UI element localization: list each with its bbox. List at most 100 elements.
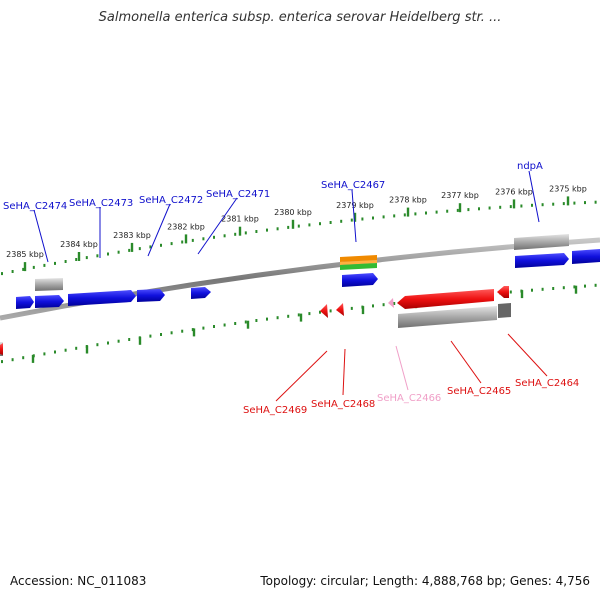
scale-dot — [393, 302, 396, 305]
gene-arrow-forward[interactable] — [35, 295, 64, 308]
inner-tick — [361, 306, 365, 315]
scale-dot — [594, 283, 597, 287]
gene-arrow-forward[interactable] — [515, 253, 569, 268]
scale-dot — [382, 303, 385, 307]
scale-dot — [319, 310, 321, 314]
scale-dot — [54, 350, 56, 354]
kbp-scale: 2385 kbp 2384 kbp 2383 kbp 2382 kbp 2381 kbp… — [1, 184, 597, 276]
scale-dot — [562, 202, 565, 206]
cds-box[interactable] — [398, 306, 497, 328]
inner-tick — [574, 285, 578, 294]
gene-arrow-forward[interactable] — [137, 289, 165, 302]
scale-dot — [329, 309, 332, 313]
scale-dot — [244, 320, 247, 324]
inner-tick — [31, 354, 35, 363]
scale-dot — [22, 267, 25, 271]
gene-arrow-reverse[interactable] — [320, 304, 328, 318]
scale-dot — [234, 232, 237, 236]
scale-dot — [107, 252, 109, 256]
rna-orange-bar[interactable] — [340, 255, 377, 262]
scale-dot — [541, 203, 544, 207]
scale-dot — [181, 240, 184, 244]
scale-dot — [287, 314, 290, 318]
scale-dot — [308, 312, 311, 316]
scale-dot — [297, 224, 300, 228]
kbp-tick-label: 2375 kbp — [549, 184, 587, 193]
gene-label[interactable]: ndpA — [517, 161, 543, 172]
gene-label[interactable]: SeHA_C2466 — [377, 393, 441, 404]
gene-label[interactable]: SeHA_C2469 — [243, 405, 307, 416]
scale-dot — [202, 237, 205, 241]
gene-label[interactable]: SeHA_C2464 — [515, 378, 579, 389]
gene-label[interactable]: SeHA_C2474 — [3, 201, 67, 212]
reverse-strand-genes — [0, 286, 509, 355]
scale-dot — [414, 212, 417, 216]
gene-label[interactable]: SeHA_C2465 — [447, 386, 511, 397]
gene-label[interactable]: SeHA_C2471 — [206, 189, 270, 200]
scale-dot — [350, 218, 353, 222]
gene-arrow-forward[interactable] — [16, 296, 34, 309]
scale-dot — [456, 208, 459, 212]
kbp-tick-label: 2379 kbp — [336, 201, 374, 210]
kbp-tick — [566, 196, 570, 206]
kbp-tick — [406, 207, 410, 217]
rna-orange-bar[interactable] — [340, 260, 377, 265]
gene-label[interactable]: SeHA_C2473 — [69, 198, 133, 209]
scale-dot — [509, 205, 512, 209]
scale-dot — [64, 348, 67, 352]
scale-dot — [75, 258, 78, 261]
scale-dot — [117, 250, 120, 254]
scale-dot — [531, 203, 533, 207]
gene-arrow-forward[interactable] — [572, 249, 600, 264]
scale-dot — [1, 360, 3, 364]
kbp-tick-label: 2383 kbp — [113, 231, 151, 240]
scale-dot — [128, 248, 131, 252]
gene-arrow-forward[interactable] — [68, 290, 136, 306]
gene-label[interactable]: SeHA_C2468 — [311, 399, 375, 410]
gene-arrow-reverse[interactable] — [336, 303, 344, 316]
gene-label[interactable]: SeHA_C2472 — [139, 195, 203, 206]
cds-box[interactable] — [514, 234, 569, 250]
kbp-tick — [353, 212, 357, 222]
cds-box[interactable] — [498, 303, 511, 318]
gene-arrow-reverse[interactable] — [0, 343, 3, 355]
scale-dot — [308, 223, 311, 227]
scale-dot — [138, 247, 141, 251]
gene-label[interactable]: SeHA_C2467 — [321, 180, 385, 191]
scale-dot — [584, 284, 586, 288]
kbp-tick-label: 2377 kbp — [441, 191, 479, 200]
scale-dot — [403, 213, 406, 217]
gene-arrow-forward[interactable] — [342, 273, 378, 287]
scale-dot — [266, 317, 268, 321]
scale-dot — [372, 216, 374, 220]
kbp-tick-label: 2381 kbp — [221, 215, 259, 224]
kbp-tick — [512, 199, 516, 209]
scale-dot — [234, 322, 237, 325]
scale-dot — [255, 230, 258, 233]
gene-arrow-reverse[interactable] — [397, 289, 494, 309]
cds-box[interactable] — [35, 278, 63, 291]
gene-arrow-reverse-pseudo[interactable] — [388, 298, 394, 308]
rna-green-bar[interactable] — [340, 263, 377, 270]
scale-dot — [478, 207, 480, 211]
scale-dot — [573, 201, 576, 205]
gene-arrow-forward[interactable] — [191, 287, 211, 299]
scale-dot — [170, 331, 173, 335]
scale-dot — [75, 346, 78, 350]
kbp-tick-label: 2376 kbp — [495, 187, 533, 196]
scale-dot — [509, 290, 512, 294]
scale-dot — [191, 238, 194, 242]
map-title: Salmonella enterica subsp. enterica sero… — [98, 10, 502, 25]
scale-dot — [382, 215, 385, 219]
scale-dot — [160, 333, 162, 336]
scale-dot — [54, 261, 56, 265]
scale-dot — [584, 201, 586, 205]
scale-dot — [160, 243, 162, 247]
gene-arrow-reverse[interactable] — [497, 286, 509, 298]
rna-features — [340, 255, 377, 270]
kbp-tick — [23, 262, 27, 272]
scale-dot — [594, 200, 597, 204]
forward-strand-genes — [16, 249, 600, 309]
scale-dot — [541, 287, 544, 291]
